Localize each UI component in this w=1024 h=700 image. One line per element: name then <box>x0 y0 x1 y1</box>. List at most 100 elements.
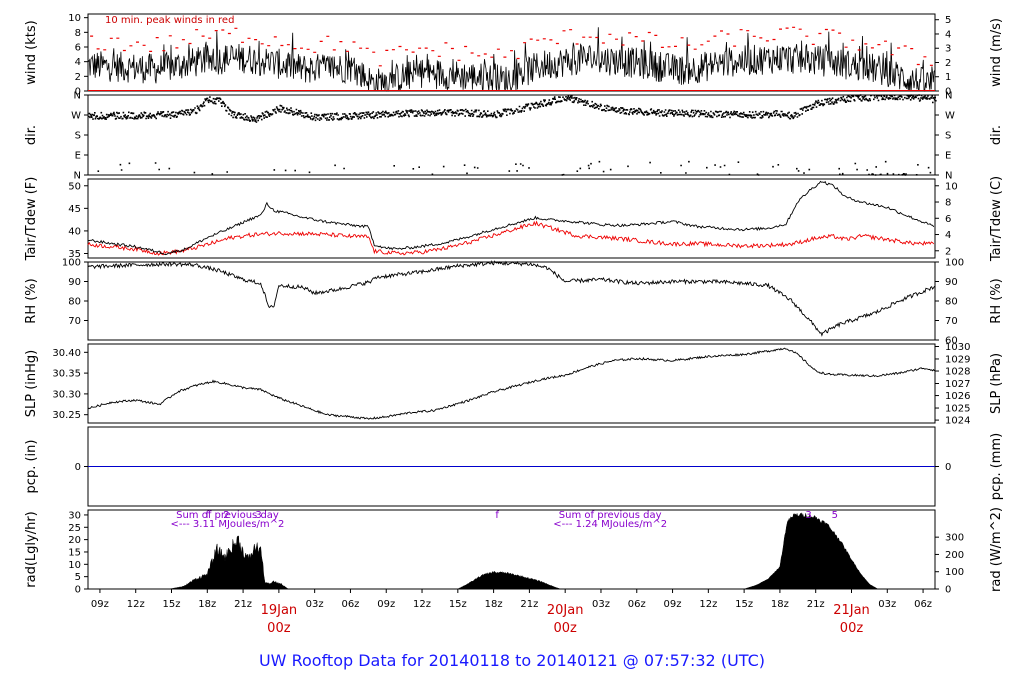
wind-direction-points <box>88 94 937 176</box>
left-axis-label: SLP (inHg) <box>24 350 39 418</box>
right-axis-label: SLP (hPa) <box>989 353 1004 414</box>
left-axis-label: dir. <box>24 125 39 145</box>
panel-frame-temperature <box>87 178 936 259</box>
right-tick-label: 80 <box>945 297 958 308</box>
x-tick-label: 09z <box>377 599 395 610</box>
right-axis-label: dir. <box>989 125 1004 145</box>
left-tick-label: 6 <box>75 43 81 54</box>
right-tick-label: 60 <box>945 336 958 347</box>
left-tick-label: 5 <box>75 572 81 583</box>
x-tick-label: 21z <box>234 599 252 610</box>
right-tick-label: W <box>945 111 955 122</box>
slp-line <box>87 347 935 420</box>
right-tick-label: 1025 <box>945 404 970 415</box>
right-tick-label: 8 <box>945 198 951 209</box>
radiation-note-line1: Sum of previous day <box>176 510 279 521</box>
left-tick-label: 100 <box>62 258 81 269</box>
left-tick-label: 2 <box>75 72 81 83</box>
right-tick-label: 1030 <box>945 342 970 353</box>
left-axis-label: pcp. (in) <box>24 440 39 494</box>
left-tick-label: 4 <box>75 57 81 68</box>
right-tick-label: 2 <box>945 246 951 257</box>
right-tick-label: E <box>945 151 951 162</box>
right-axis-label: RH (%) <box>989 278 1004 323</box>
left-tick-label: E <box>75 151 81 162</box>
radiation-note-line1: Sum of previous day <box>559 510 662 521</box>
day-label-hour: 00z <box>553 621 577 636</box>
right-tick-label: N <box>945 171 952 182</box>
right-tick-label: 0 <box>945 462 951 473</box>
left-tick-label: 8 <box>75 28 81 39</box>
right-tick-label: 0 <box>945 87 951 98</box>
left-tick-label: 35 <box>68 249 81 260</box>
right-tick-label: 4 <box>945 230 951 241</box>
wind-mean-line <box>87 27 936 92</box>
right-tick-label: 6 <box>945 214 951 225</box>
left-tick-label: 30.25 <box>52 410 81 421</box>
left-tick-label: 30.30 <box>52 389 81 400</box>
right-tick-label: 5 <box>945 15 951 26</box>
x-tick-label: 06z <box>914 599 932 610</box>
x-tick-label: 21z <box>807 599 825 610</box>
left-tick-label: S <box>75 131 81 142</box>
right-tick-label: 200 <box>945 550 964 561</box>
right-axis-label: rad (W/m^2) <box>989 507 1004 592</box>
left-tick-label: 30 <box>68 510 81 521</box>
left-tick-label: 90 <box>68 277 81 288</box>
day-label-hour: 00z <box>267 621 291 636</box>
left-tick-label: 10 <box>68 560 81 571</box>
right-tick-label: 4 <box>945 29 951 40</box>
day-label-date: 21Jan <box>833 603 870 618</box>
x-tick-label: 18z <box>198 599 216 610</box>
left-axis-label: RH (%) <box>24 278 39 323</box>
left-tick-label: 30.35 <box>52 369 81 380</box>
left-tick-label: 20 <box>68 535 81 546</box>
radiation-marker: f <box>206 510 210 521</box>
x-tick-label: 06z <box>341 599 359 610</box>
left-tick-label: 10 <box>68 13 81 24</box>
right-tick-label: 90 <box>945 277 958 288</box>
right-tick-label: 70 <box>945 316 958 327</box>
x-tick-label: 12z <box>413 599 431 610</box>
right-tick-label: N <box>945 91 952 102</box>
right-tick-label: 10 <box>945 181 958 192</box>
right-tick-label: 1 <box>945 72 951 83</box>
x-tick-label: 15z <box>735 599 753 610</box>
chart-title: UW Rooftop Data for 20140118 to 20140121… <box>259 651 765 670</box>
right-tick-label: 3 <box>945 44 951 55</box>
right-tick-label: 2 <box>945 58 951 69</box>
right-tick-label: 1029 <box>945 354 970 365</box>
x-tick-label: 18z <box>485 599 503 610</box>
left-tick-label: 25 <box>68 523 81 534</box>
x-tick-label: 18z <box>771 599 789 610</box>
radiation-marker: 3 <box>255 510 261 521</box>
left-tick-label: 0 <box>75 462 81 473</box>
left-axis-label: rad(Lgly/hr) <box>24 511 39 587</box>
tair-line <box>87 180 935 256</box>
radiation-marker: 2 <box>223 510 229 521</box>
day-label-hour: 00z <box>840 621 864 636</box>
left-tick-label: 70 <box>68 316 81 327</box>
right-tick-label: 1028 <box>945 367 970 378</box>
x-tick-label: 03z <box>878 599 896 610</box>
tdew-line <box>87 220 935 256</box>
wind-annotation: 10 min. peak winds in red <box>105 15 234 26</box>
left-tick-label: 50 <box>68 181 81 192</box>
right-tick-label: 1027 <box>945 379 970 390</box>
left-tick-label: 40 <box>68 226 81 237</box>
radiation-area-day1 <box>169 535 290 590</box>
right-tick-label: 1024 <box>945 416 970 427</box>
x-tick-label: 06z <box>628 599 646 610</box>
left-tick-label: 30.40 <box>52 348 81 359</box>
x-tick-label: 03z <box>306 599 324 610</box>
radiation-note-line2: <--- 1.24 MJoules/m^2 <box>553 519 667 530</box>
x-tick-label: 09z <box>91 599 109 610</box>
right-axis-label: Tair/Tdew (C) <box>989 176 1004 262</box>
right-tick-label: 100 <box>945 567 964 578</box>
panel-frame-rh <box>87 261 936 341</box>
x-tick-label: 15z <box>449 599 467 610</box>
radiation-marker: 3 <box>805 510 811 521</box>
right-axis-label: pcp. (mm) <box>989 433 1004 500</box>
radiation-marker: 5 <box>832 510 838 521</box>
right-tick-label: 0 <box>945 585 951 596</box>
